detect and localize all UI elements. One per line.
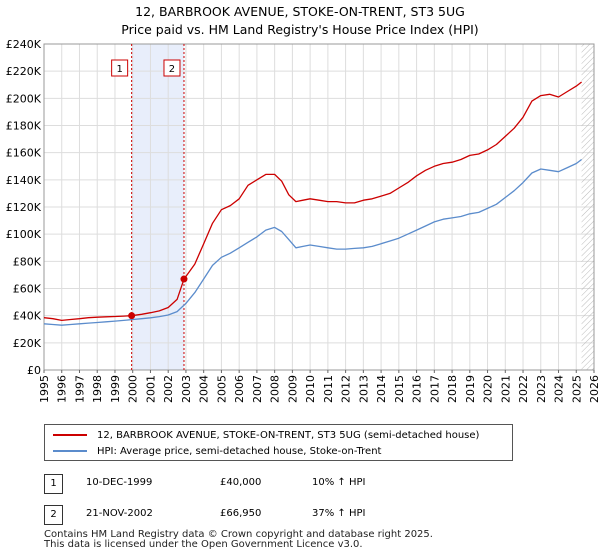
forecast-hatch-region <box>581 44 594 370</box>
x-tick-label: 2023 <box>535 375 548 403</box>
footer-line-1: Contains HM Land Registry data © Crown c… <box>44 529 433 540</box>
footer-line-2: This data is licensed under the Open Gov… <box>44 539 363 550</box>
y-tick-label: £80K <box>13 255 42 268</box>
transaction-label-box <box>111 59 129 77</box>
x-tick-label: 1998 <box>91 375 104 403</box>
transaction-hpi-change: 10% ↑ HPI <box>312 477 366 488</box>
y-tick-label: £140K <box>6 174 42 187</box>
chart-title: 12, BARBROOK AVENUE, STOKE-ON-TRENT, ST3… <box>135 4 465 19</box>
y-tick-label: £200K <box>6 92 42 105</box>
x-tick-label: 1996 <box>56 375 69 403</box>
transaction-label-text: 1 <box>116 64 122 75</box>
x-tick-label: 2012 <box>340 375 353 403</box>
x-tick-label: 2026 <box>588 375 600 403</box>
transaction-number-badge: 1 <box>44 474 63 494</box>
y-tick-label: £100K <box>6 228 42 241</box>
transaction-date: 10-DEC-1999 <box>86 477 153 488</box>
x-tick-label: 1997 <box>73 375 86 403</box>
x-tick-label: 2001 <box>144 375 157 403</box>
transaction-label-group: 1 <box>111 59 129 77</box>
transaction-point <box>128 312 136 320</box>
x-tick-label: 2019 <box>464 375 477 403</box>
hpi-series-line <box>43 158 582 326</box>
y-tick-label: £60K <box>13 283 42 296</box>
y-tick-label: £160K <box>6 147 42 160</box>
legend-label-property: 12, BARBROOK AVENUE, STOKE-ON-TRENT, ST3… <box>97 429 480 441</box>
legend-swatch-hpi <box>53 450 87 452</box>
x-tick-label: 2018 <box>446 375 459 403</box>
x-tick-label: 2009 <box>286 375 299 403</box>
x-tick-label: 2005 <box>215 375 228 403</box>
x-tick-label: 2014 <box>375 375 388 403</box>
x-tick-label: 2007 <box>251 375 264 403</box>
y-tick-label: £20K <box>13 337 42 350</box>
transaction-point <box>180 275 188 283</box>
x-tick-label: 2003 <box>180 375 193 403</box>
y-tick-label: £120K <box>6 201 42 214</box>
x-tick-label: 2024 <box>553 375 566 403</box>
x-tick-label: 1999 <box>109 375 122 403</box>
x-tick-label: 2016 <box>411 375 424 403</box>
legend-entry-property: 12, BARBROOK AVENUE, STOKE-ON-TRENT, ST3… <box>45 428 479 442</box>
x-tick-label: 2022 <box>517 375 530 403</box>
transaction-price: £66,950 <box>220 508 262 519</box>
x-tick-label: 1995 <box>38 375 51 403</box>
transaction-label-group: 2 <box>163 59 181 77</box>
y-tick-label: £180K <box>6 120 42 133</box>
x-tick-label: 2017 <box>428 375 441 403</box>
transaction-hpi-change: 37% ↑ HPI <box>312 508 366 519</box>
legend-entry-hpi: HPI: Average price, semi-detached house,… <box>45 444 381 458</box>
transaction-label-box <box>163 59 181 77</box>
x-tick-label: 2015 <box>393 375 406 403</box>
y-tick-label: £0 <box>27 364 41 377</box>
legend-label-hpi: HPI: Average price, semi-detached house,… <box>97 445 382 457</box>
y-tick-label: £40K <box>13 310 42 323</box>
x-tick-label: 2006 <box>233 375 246 403</box>
transaction-label-text: 2 <box>169 64 175 75</box>
x-tick-label: 2011 <box>322 375 335 403</box>
transaction-number-badge: 2 <box>44 505 63 525</box>
y-tick-label: £240K <box>6 38 42 51</box>
x-tick-label: 2025 <box>570 375 583 403</box>
x-tick-label: 2002 <box>162 375 175 403</box>
x-tick-label: 2004 <box>198 375 211 403</box>
transaction-price: £40,000 <box>220 477 262 488</box>
x-tick-label: 2013 <box>357 375 370 403</box>
y-tick-label: £220K <box>6 65 42 78</box>
footer-copyright: Contains HM Land Registry data © Crown c… <box>44 530 433 550</box>
transaction-date: 21-NOV-2002 <box>86 508 153 519</box>
chart-subtitle: Price paid vs. HM Land Registry's House … <box>121 22 479 37</box>
x-tick-label: 2000 <box>127 375 140 403</box>
x-tick-label: 2008 <box>269 375 282 403</box>
price-chart: 1 2 £0 £20K £40K £60K £80K £100K £120K £140K £160K… <box>6 38 600 403</box>
x-tick-label: 2020 <box>482 375 495 403</box>
plot-border <box>43 43 595 371</box>
legend-swatch-property <box>53 434 87 436</box>
x-tick-label: 2021 <box>499 375 512 403</box>
chart-legend: 12, BARBROOK AVENUE, STOKE-ON-TRENT, ST3… <box>44 424 513 461</box>
x-tick-label: 2010 <box>304 375 317 403</box>
